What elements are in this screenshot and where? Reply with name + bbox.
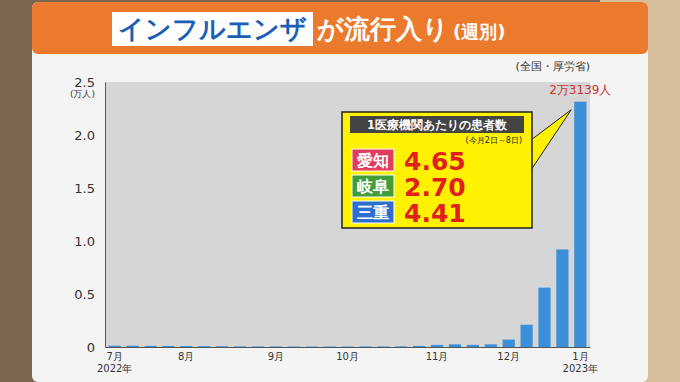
y-axis-title: (万人) [70, 89, 95, 99]
plot-area [105, 82, 590, 347]
inset-label-box [352, 175, 394, 197]
annotation: 2万3139人 [549, 83, 611, 97]
x-tick-label: 10月 [336, 351, 359, 362]
x-tick-label: 11月 [426, 351, 449, 362]
bar [431, 345, 443, 347]
source: (全国・厚労省) [515, 60, 590, 73]
x-tick: 11月 [426, 347, 449, 362]
bar [288, 346, 300, 347]
y-tick-label: 0.5 [74, 287, 95, 302]
bar [324, 346, 336, 347]
bar [467, 345, 479, 347]
bar [144, 346, 156, 347]
y-tick: 1.0 [74, 234, 105, 249]
x-tick-label: 8月 [178, 351, 194, 362]
y-tick-label: 1.0 [74, 234, 95, 249]
bar [270, 346, 282, 347]
title-part: が流行入り [317, 14, 449, 44]
y-tick: 0.5 [74, 287, 105, 302]
bar [485, 344, 497, 347]
bar [521, 325, 533, 347]
y-tick: 0 [87, 340, 105, 355]
y-tick-label: 1.5 [74, 181, 95, 196]
bar [556, 249, 568, 347]
x-tick-label: 9月 [268, 351, 284, 362]
x-axis-line [106, 347, 591, 348]
inset-value: 4.41 [404, 199, 466, 228]
inset-subtitle: (今月2日～8日) [466, 136, 522, 145]
bar [216, 346, 228, 347]
x-tick-label: 12月 [497, 351, 520, 362]
bar [574, 102, 586, 347]
x-tick: 9月 [268, 347, 284, 362]
y-axis-line [105, 83, 106, 348]
bar [413, 346, 425, 347]
bar [126, 346, 138, 347]
callout-join [343, 140, 345, 170]
background [0, 0, 680, 382]
bars [109, 102, 587, 347]
inset-value: 4.65 [404, 147, 466, 176]
y-tick: 2.5 [74, 75, 105, 90]
x-tick: 10月 [336, 347, 359, 362]
title-band [32, 2, 648, 54]
title-box [112, 12, 313, 46]
bar [252, 346, 264, 347]
bar [109, 346, 121, 347]
title-part: (週別) [453, 21, 505, 42]
x-tick: 12月 [497, 347, 520, 362]
y-axis: 0 0.5 1.0 1.5 2.0 2.5 [74, 75, 105, 355]
inset-box [342, 112, 532, 228]
bar [359, 346, 371, 347]
inset-value: 2.70 [404, 173, 466, 202]
chart: インフルエンザが流行入り(週別) 0 0.5 1.0 1.5 2.0 2.5(万人) 7月20… [0, 0, 680, 382]
y-tick: 2.0 [74, 128, 105, 143]
inset-label: 三重 [357, 203, 389, 222]
inset-label: 岐阜 [357, 177, 389, 196]
bar [234, 346, 246, 347]
x-axis: 7月2022年 8月 9月 10月 11月 12月 1月2023年 [97, 347, 598, 374]
y-tick-label: 2.0 [74, 128, 95, 143]
x-tick-label: 1月2023年 [563, 351, 598, 374]
y-tick-label: 2.5 [74, 75, 95, 90]
title-part: インフルエンザ [118, 14, 307, 44]
inset-label-box [352, 149, 394, 171]
y-tick-label: 0 [87, 340, 95, 355]
bar [306, 346, 318, 347]
x-tick-label: 7月2022年 [97, 351, 132, 374]
x-tick: 7月2022年 [97, 347, 132, 374]
bar [341, 346, 353, 347]
bar [449, 344, 461, 347]
bar [377, 346, 389, 347]
panel [32, 2, 648, 382]
inset-title-bar [350, 116, 524, 133]
callout-pointer [531, 110, 571, 170]
bar [503, 340, 515, 347]
bar [162, 346, 174, 347]
bar [395, 346, 407, 347]
bar [180, 346, 192, 347]
y-tick: 1.5 [74, 181, 105, 196]
x-tick: 8月 [178, 347, 194, 362]
inset-title: 1医療機関あたりの患者数 [367, 118, 508, 132]
x-tick: 1月2023年 [563, 347, 598, 374]
bar [198, 346, 210, 347]
inset-label: 愛知 [357, 151, 389, 170]
inset-label-box [352, 201, 394, 223]
bar [538, 288, 550, 347]
